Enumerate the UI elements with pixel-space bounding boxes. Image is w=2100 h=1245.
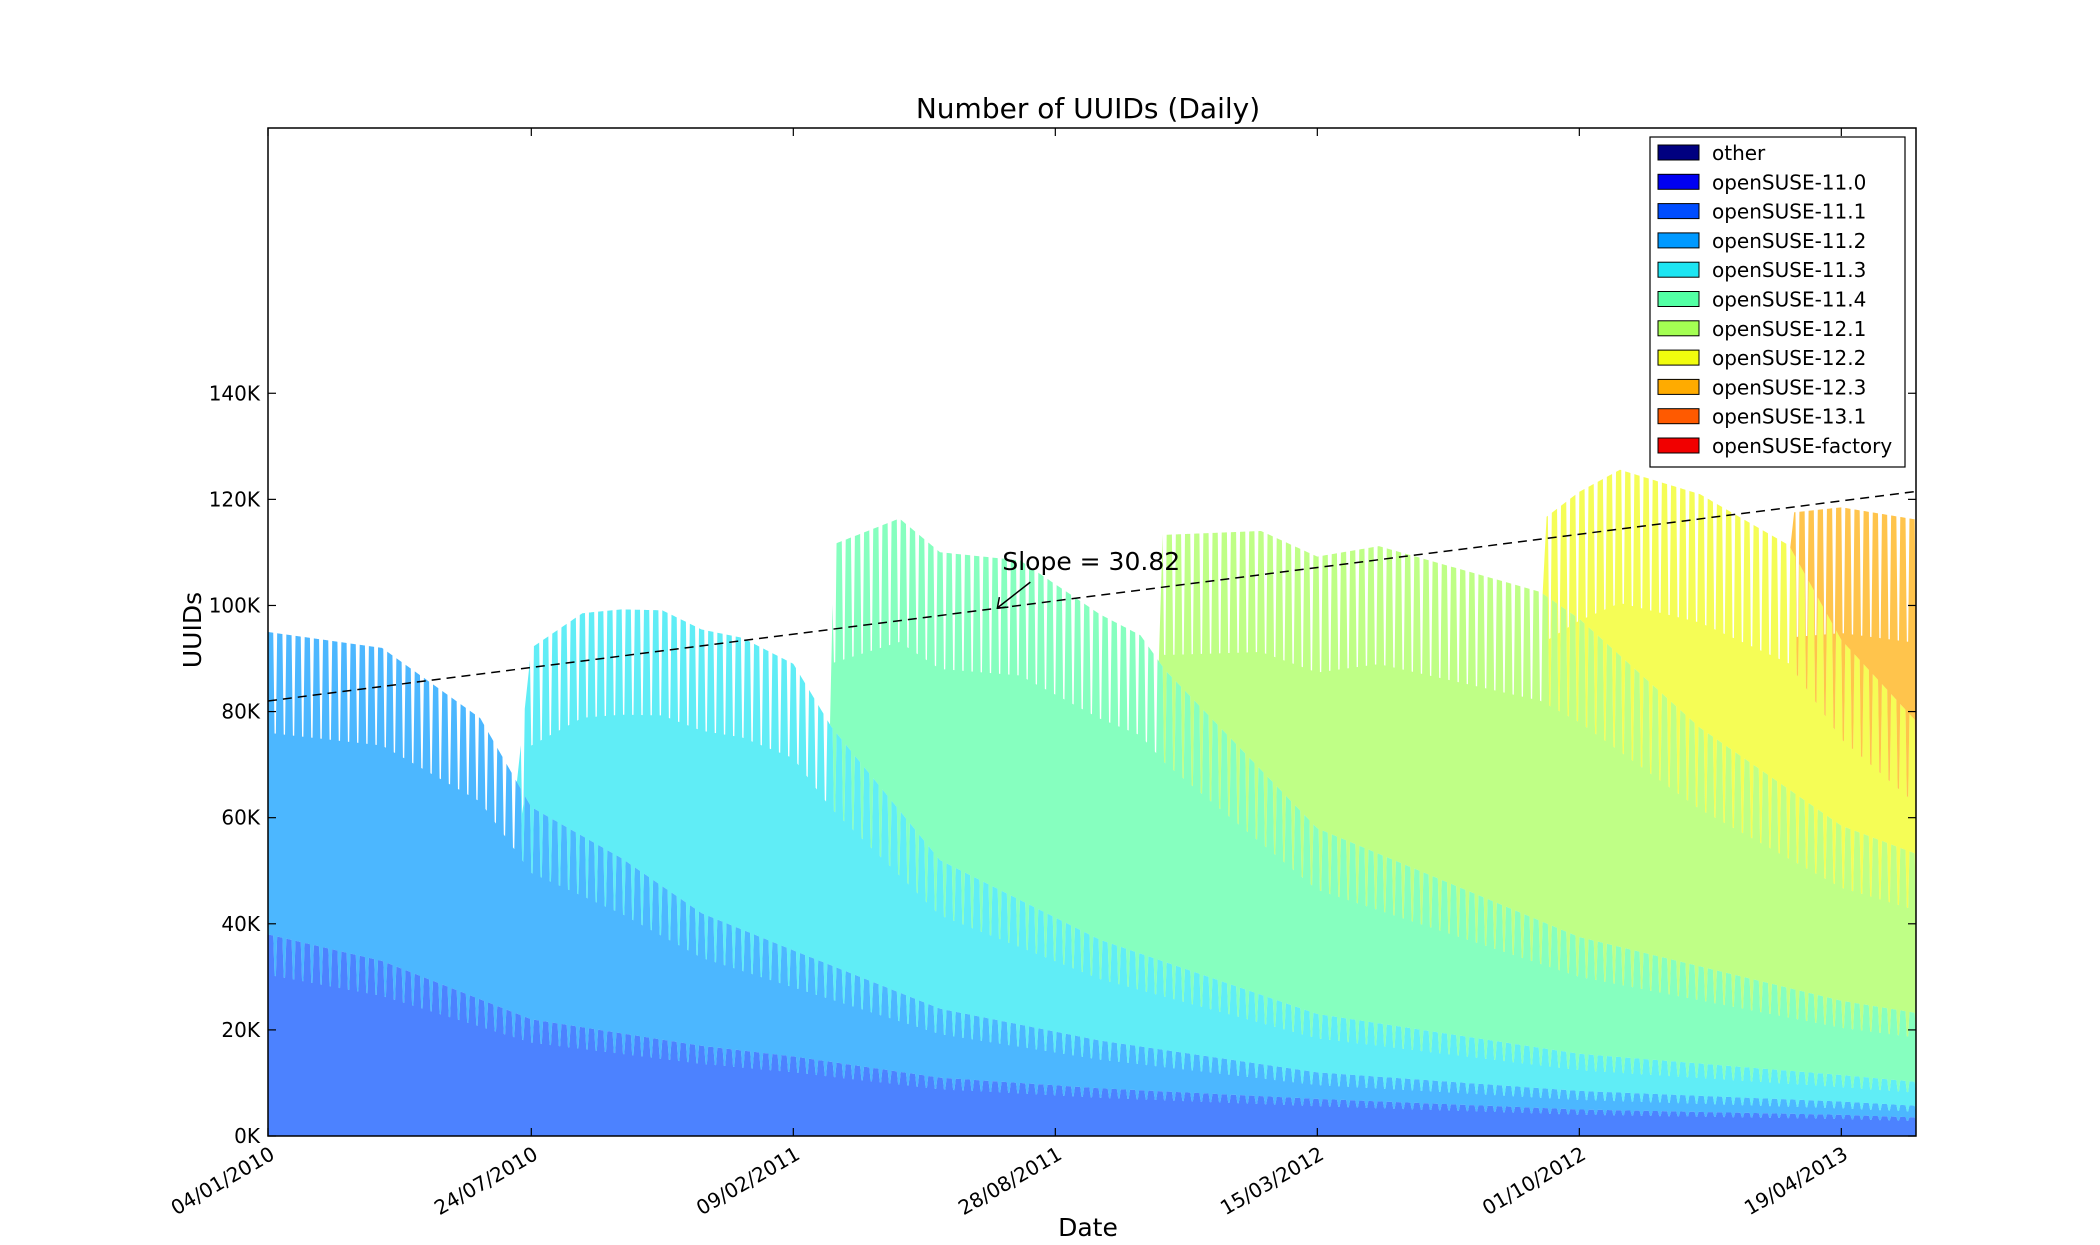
y-tick-label: 80K (221, 700, 260, 724)
y-tick-label: 40K (221, 912, 260, 936)
legend-swatch-opensuse-factory (1657, 437, 1700, 454)
legend-label-opensuse-11-1: openSUSE-11.1 (1712, 200, 1866, 224)
annotation-arrow (997, 581, 1031, 608)
y-tick-label: 100K (209, 593, 261, 617)
legend-label-opensuse-11-3: openSUSE-11.3 (1712, 258, 1866, 282)
trend-line (267, 490, 1917, 702)
legend: other openSUSE-11.0 openSUSE-11.1 openSUSE-… (1649, 136, 1906, 468)
legend-swatch-opensuse-11-3 (1657, 261, 1700, 278)
slope-annotation: Slope = 30.82 (996, 547, 1180, 609)
legend-swatch-opensuse-11-4 (1657, 291, 1700, 307)
x-axis-label: Date (1058, 1213, 1118, 1242)
y-axis-label: UUIDs (178, 592, 207, 668)
area-series-opensuse-12-2 (268, 469, 1916, 911)
slope-annotation-text: Slope = 30.82 (1002, 547, 1180, 576)
legend-label-opensuse-11-2: openSUSE-11.2 (1712, 229, 1866, 253)
area-series-opensuse-11-1 (268, 934, 1916, 1136)
legend-swatch-opensuse-12-3 (1657, 378, 1700, 395)
legend-swatch-other (1657, 144, 1700, 161)
legend-label-opensuse-11-4: openSUSE-11.4 (1712, 288, 1866, 312)
area-series-opensuse-11-3 (268, 609, 1916, 1112)
y-tick-label: 140K (209, 381, 261, 405)
chart-title: Number of UUIDs (Daily) (916, 92, 1260, 125)
legend-swatch-opensuse-11-2 (1657, 232, 1700, 249)
annotation-arrowhead (996, 596, 1009, 609)
legend-label-opensuse-12-1: openSUSE-12.1 (1712, 317, 1866, 341)
legend-label-opensuse-12-2: openSUSE-12.2 (1712, 346, 1866, 370)
area-series-opensuse-11-4 (268, 519, 1916, 1093)
y-tick-label: 20K (221, 1018, 260, 1042)
area-series-opensuse-12-1 (268, 519, 1916, 1038)
legend-swatch-opensuse-11-1 (1657, 203, 1700, 220)
legend-swatch-opensuse-13-1 (1657, 408, 1700, 425)
legend-label-opensuse-11-0: openSUSE-11.0 (1712, 170, 1866, 194)
y-tick-label: 60K (221, 806, 260, 830)
plot-frame (267, 127, 1917, 1137)
legend-label-opensuse-13-1: openSUSE-13.1 (1712, 405, 1866, 429)
legend-label-opensuse-12-3: openSUSE-12.3 (1712, 375, 1866, 399)
legend-swatch-opensuse-12-2 (1657, 349, 1700, 366)
legend-swatch-opensuse-11-0 (1657, 173, 1700, 190)
stacked-areas (268, 469, 1916, 1136)
area-series-opensuse-11-2 (268, 632, 1916, 1122)
y-tick-label: 120K (209, 487, 261, 511)
y-axis: 0K 20K 40K 60K 80K 100K 120K 140K (209, 381, 1916, 1148)
legend-swatch-opensuse-12-1 (1657, 320, 1700, 337)
legend-label-other: other (1712, 141, 1766, 165)
legend-label-opensuse-factory: openSUSE-factory (1712, 434, 1892, 458)
y-tick-label: 0K (234, 1124, 261, 1148)
